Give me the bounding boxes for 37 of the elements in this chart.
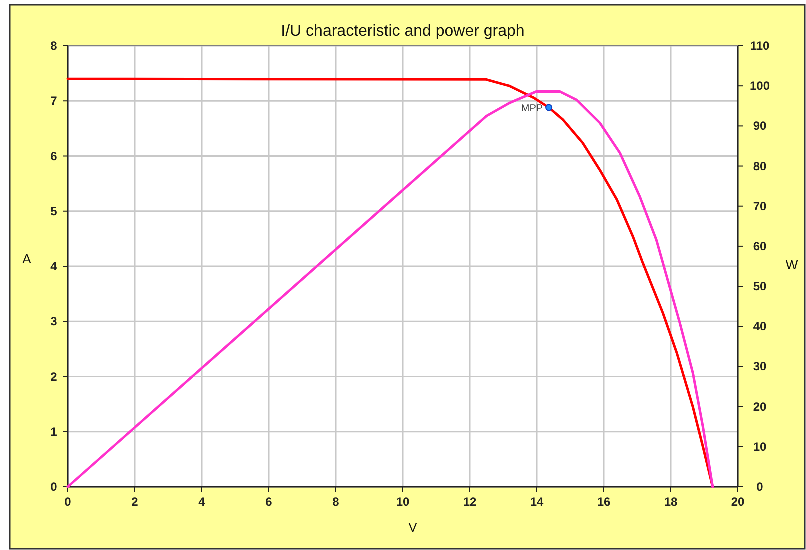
- series-label: MPP: [521, 104, 544, 115]
- y-tick-label: 7: [50, 94, 58, 108]
- y2-tick-label: 70: [753, 199, 767, 214]
- y-tick-label: 8: [50, 39, 58, 53]
- x-tick-label: 16: [597, 495, 611, 509]
- y2-tick-label: 0: [756, 480, 764, 494]
- chart-title: I/U characteristic and power graph: [281, 23, 525, 40]
- x-tick-label: 0: [64, 495, 72, 509]
- y2-tick-label: 50: [753, 280, 767, 294]
- y-tick-label: 2: [50, 370, 58, 384]
- x-tick-label: 20: [731, 495, 745, 509]
- y-tick-label: 1: [50, 424, 58, 439]
- y2-tick-label: 100: [750, 79, 770, 94]
- y-tick-label: 6: [50, 149, 58, 164]
- x-tick-label: 8: [332, 495, 340, 509]
- y-axis-title: A: [22, 252, 32, 266]
- x-tick-label: 18: [664, 495, 678, 509]
- y2-axis-title: W: [786, 258, 799, 272]
- x-tick-label: 12: [463, 495, 477, 509]
- x-tick-label: 4: [198, 495, 206, 509]
- y-tick-label: 5: [50, 204, 58, 218]
- x-tick-label: 14: [530, 495, 544, 509]
- y2-tick-label: 90: [753, 119, 767, 134]
- y2-tick-label: 40: [753, 320, 767, 334]
- y-tick-label: 4: [50, 260, 58, 274]
- x-tick-label: 10: [396, 495, 410, 509]
- y2-tick-label: 80: [753, 159, 767, 174]
- x-tick-label: 6: [266, 495, 273, 509]
- y2-tick-label: 30: [753, 360, 767, 374]
- y2-tick-label: 10: [753, 440, 767, 454]
- y-tick-label: 3: [50, 314, 58, 329]
- y2-tick-label: 20: [753, 400, 767, 414]
- y-tick-label: 0: [50, 480, 58, 494]
- y2-tick-label: 110: [750, 39, 770, 53]
- x-axis-title: V: [408, 520, 418, 535]
- y2-tick-label: 60: [753, 239, 767, 254]
- x-tick-label: 2: [132, 495, 139, 509]
